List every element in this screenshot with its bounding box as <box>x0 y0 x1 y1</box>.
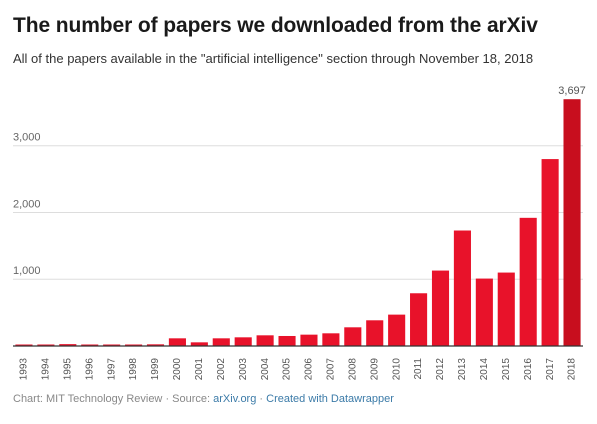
bar <box>366 320 384 346</box>
x-tick-label: 2010 <box>391 358 402 381</box>
chart-subtitle: All of the papers available in the "arti… <box>13 51 534 66</box>
x-tick-label: 2006 <box>304 358 315 381</box>
x-tick-label: 2017 <box>545 358 556 381</box>
x-tick-label: 1999 <box>150 358 161 381</box>
bar <box>541 159 559 346</box>
bar <box>519 217 537 346</box>
footer-datawrapper-link[interactable]: Created with Datawrapper <box>266 393 394 405</box>
y-tick-label: 2,000 <box>13 198 41 210</box>
y-tick-label: 1,000 <box>13 265 41 277</box>
bar <box>81 344 99 346</box>
footer-source-label: Source: <box>172 393 214 405</box>
footer-source-link[interactable]: arXiv.org <box>213 393 257 405</box>
bar <box>125 344 143 346</box>
bar <box>146 344 165 346</box>
bar <box>103 344 121 346</box>
footer-separator: · <box>256 393 267 405</box>
bar <box>168 338 186 346</box>
data-label: 3,697 <box>558 85 586 97</box>
x-tick-label: 2013 <box>457 358 468 381</box>
chart-title: The number of papers we downloaded from … <box>13 14 538 37</box>
x-tick-label: 1996 <box>84 358 95 381</box>
x-tick-label: 1997 <box>106 358 117 381</box>
x-tick-label: 2007 <box>326 358 337 381</box>
bar <box>322 333 340 346</box>
bar <box>59 344 77 346</box>
bar <box>453 230 471 346</box>
bar <box>15 344 33 346</box>
x-tick-label: 1995 <box>62 358 73 381</box>
bar <box>256 335 274 346</box>
footer-chart-credit: Chart: MIT Technology Review <box>13 393 163 405</box>
chart-footer: Chart: MIT Technology Review · Source: a… <box>13 393 394 405</box>
x-tick-label: 2001 <box>194 358 205 381</box>
bar <box>278 335 296 346</box>
bar <box>388 314 406 346</box>
x-tick-label: 2004 <box>260 358 271 381</box>
bar <box>212 338 230 346</box>
bar <box>563 99 581 346</box>
bar <box>300 334 318 346</box>
bar <box>431 270 450 346</box>
y-tick-label: 3,000 <box>13 132 41 144</box>
x-tick-label: 1994 <box>41 358 52 381</box>
x-tick-label: 2018 <box>567 358 578 381</box>
x-tick-label: 2012 <box>435 358 446 381</box>
x-tick-label: 2005 <box>282 358 293 381</box>
x-tick-label: 2002 <box>216 358 227 381</box>
x-tick-label: 2008 <box>347 358 358 381</box>
bar <box>497 272 515 346</box>
x-tick-label: 2014 <box>479 358 490 381</box>
x-tick-label: 2003 <box>238 358 249 381</box>
x-tick-label: 2011 <box>413 358 424 380</box>
bar <box>475 278 493 346</box>
x-tick-label: 2009 <box>369 358 380 381</box>
footer-separator: · <box>162 393 173 405</box>
bar <box>344 327 362 346</box>
bar <box>37 344 55 346</box>
bar <box>234 337 252 346</box>
bar <box>190 342 208 346</box>
bar <box>410 293 428 346</box>
x-tick-label: 2015 <box>501 358 512 381</box>
x-tick-label: 2016 <box>523 358 534 381</box>
x-tick-label: 1993 <box>19 358 30 381</box>
x-tick-label: 2000 <box>172 358 183 381</box>
x-tick-label: 1998 <box>128 358 139 381</box>
